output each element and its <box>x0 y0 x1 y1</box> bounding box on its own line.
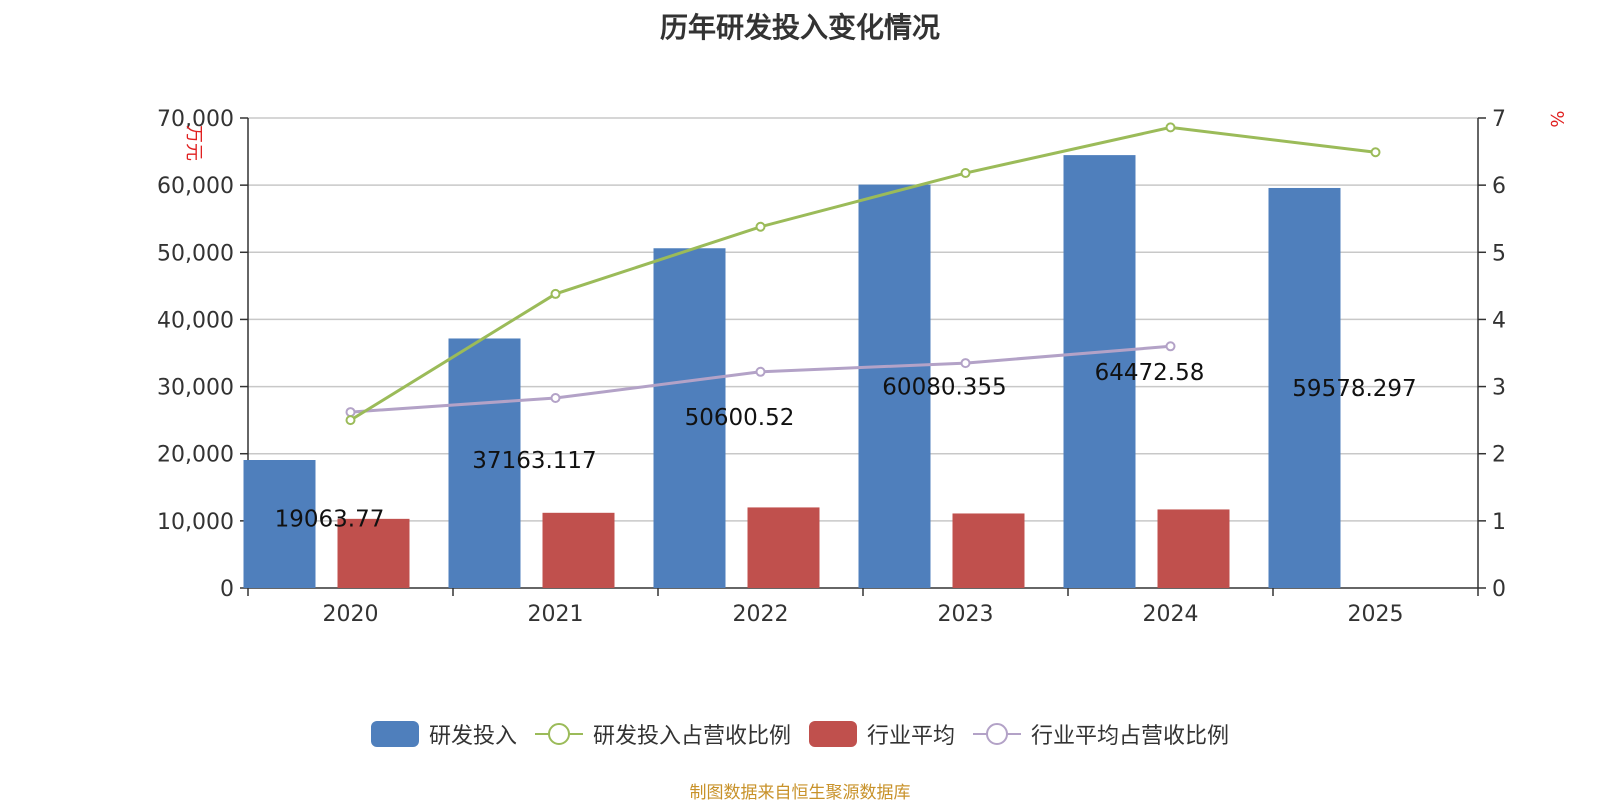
y-right-tick-label: 1 <box>1492 510 1506 535</box>
data-label-rd: 19063.77 <box>275 507 385 533</box>
source-note: 制图数据来自恒生聚源数据库 <box>689 783 911 803</box>
y-right-tick-label: 3 <box>1492 376 1506 401</box>
legend-swatch-rd-ratio <box>534 723 583 745</box>
y-right-tick-label: 0 <box>1492 577 1506 602</box>
lines <box>345 122 1381 426</box>
x-tick-label: 2021 <box>528 602 584 627</box>
legend-label-industry-ratio: 行业平均占营收比例 <box>1031 724 1230 749</box>
y-left-tick-label: 70,000 <box>157 107 234 132</box>
bar-rd-2022[interactable] <box>653 248 726 588</box>
data-label-rd: 60080.355 <box>882 374 1006 400</box>
y-right-tick-label: 5 <box>1492 241 1506 266</box>
y-right-tick-label: 2 <box>1492 443 1506 468</box>
bar-industry-2023[interactable] <box>952 513 1025 588</box>
y-left-tick-label: 30,000 <box>157 376 234 401</box>
y-left-tick-label: 50,000 <box>157 241 234 266</box>
y-left-unit-label: 万元 <box>183 125 204 161</box>
bar-rd-2021[interactable] <box>448 338 521 588</box>
bar-industry-2020[interactable] <box>337 518 410 588</box>
data-label-rd: 64472.58 <box>1095 360 1205 386</box>
rd-ratio-point[interactable] <box>550 288 561 299</box>
chart-title: 历年研发投入变化情况 <box>659 11 940 44</box>
rd-ratio-point[interactable] <box>960 168 971 179</box>
bars <box>243 155 1341 588</box>
rd-ratio-point[interactable] <box>1165 122 1176 133</box>
rd-ratio-point[interactable] <box>345 415 356 426</box>
bar-industry-2024[interactable] <box>1157 509 1230 588</box>
legend-swatch-industry <box>809 721 857 747</box>
y-left-tick-label: 0 <box>220 577 234 602</box>
legend-item-industry[interactable]: 行业平均 <box>809 718 955 750</box>
bar-industry-2021[interactable] <box>542 512 615 588</box>
rd-ratio-point[interactable] <box>755 221 766 232</box>
industry-ratio-point[interactable] <box>345 407 356 418</box>
legend-label-rd: 研发投入 <box>428 724 517 749</box>
legend-swatch-rd <box>370 721 419 747</box>
bar-rd-2024[interactable] <box>1063 155 1136 588</box>
y-left-tick-label: 40,000 <box>157 308 234 333</box>
x-tick-label: 2023 <box>938 602 994 627</box>
legend-label-rd-ratio: 研发投入占营收比例 <box>592 724 791 749</box>
legend-marker <box>547 723 570 745</box>
industry-ratio-point[interactable] <box>755 366 766 377</box>
data-labels: 19063.77 37163.117 50600.52 60080.355 64472.… <box>275 360 1417 532</box>
y-left-tick-label: 10,000 <box>157 510 234 535</box>
y-right-tick-label: 6 <box>1492 174 1506 199</box>
bar-rd-2020[interactable] <box>243 460 316 588</box>
legend-item-rd-ratio[interactable]: 研发投入占营收比例 <box>534 718 791 750</box>
bar-rd-2023[interactable] <box>858 184 931 588</box>
legend-item-rd[interactable]: 研发投入 <box>370 718 517 750</box>
bar-industry-2022[interactable] <box>747 507 820 588</box>
data-label-rd: 59578.297 <box>1292 376 1416 402</box>
y-right-tick-label: 4 <box>1492 308 1506 333</box>
industry-ratio-point[interactable] <box>1165 341 1176 352</box>
y-left-tick-label: 60,000 <box>157 174 234 199</box>
legend-item-industry-ratio[interactable]: 行业平均占营收比例 <box>973 718 1229 750</box>
y-left-tick-label: 20,000 <box>157 443 234 468</box>
bar-rd-2025[interactable] <box>1268 187 1341 588</box>
x-tick-label: 2020 <box>323 602 379 627</box>
chart-legend: 研发投入 研发投入占营收比例 行业平均 行业平均占营收比例 <box>0 718 1600 750</box>
industry-ratio-point[interactable] <box>550 392 561 403</box>
legend-label-industry: 行业平均 <box>867 724 956 749</box>
chart-plot: 0 10,000 20,000 30,000 40,000 50,000 60,000 70,… <box>157 107 1567 627</box>
rd-ratio-line <box>349 125 1376 422</box>
x-tick-label: 2024 <box>1143 602 1199 627</box>
data-label-rd: 50600.52 <box>685 405 795 431</box>
x-tick-label: 2022 <box>733 602 789 627</box>
legend-marker <box>986 723 1009 745</box>
industry-ratio-point[interactable] <box>960 358 971 369</box>
data-label-rd: 37163.117 <box>472 448 596 474</box>
y-right-tick-label: 7 <box>1492 107 1506 132</box>
x-tick-label: 2025 <box>1348 602 1404 627</box>
y-right-unit-label: % <box>1546 110 1567 127</box>
legend-swatch-industry-ratio <box>973 723 1022 745</box>
rd-ratio-point[interactable] <box>1370 147 1381 158</box>
